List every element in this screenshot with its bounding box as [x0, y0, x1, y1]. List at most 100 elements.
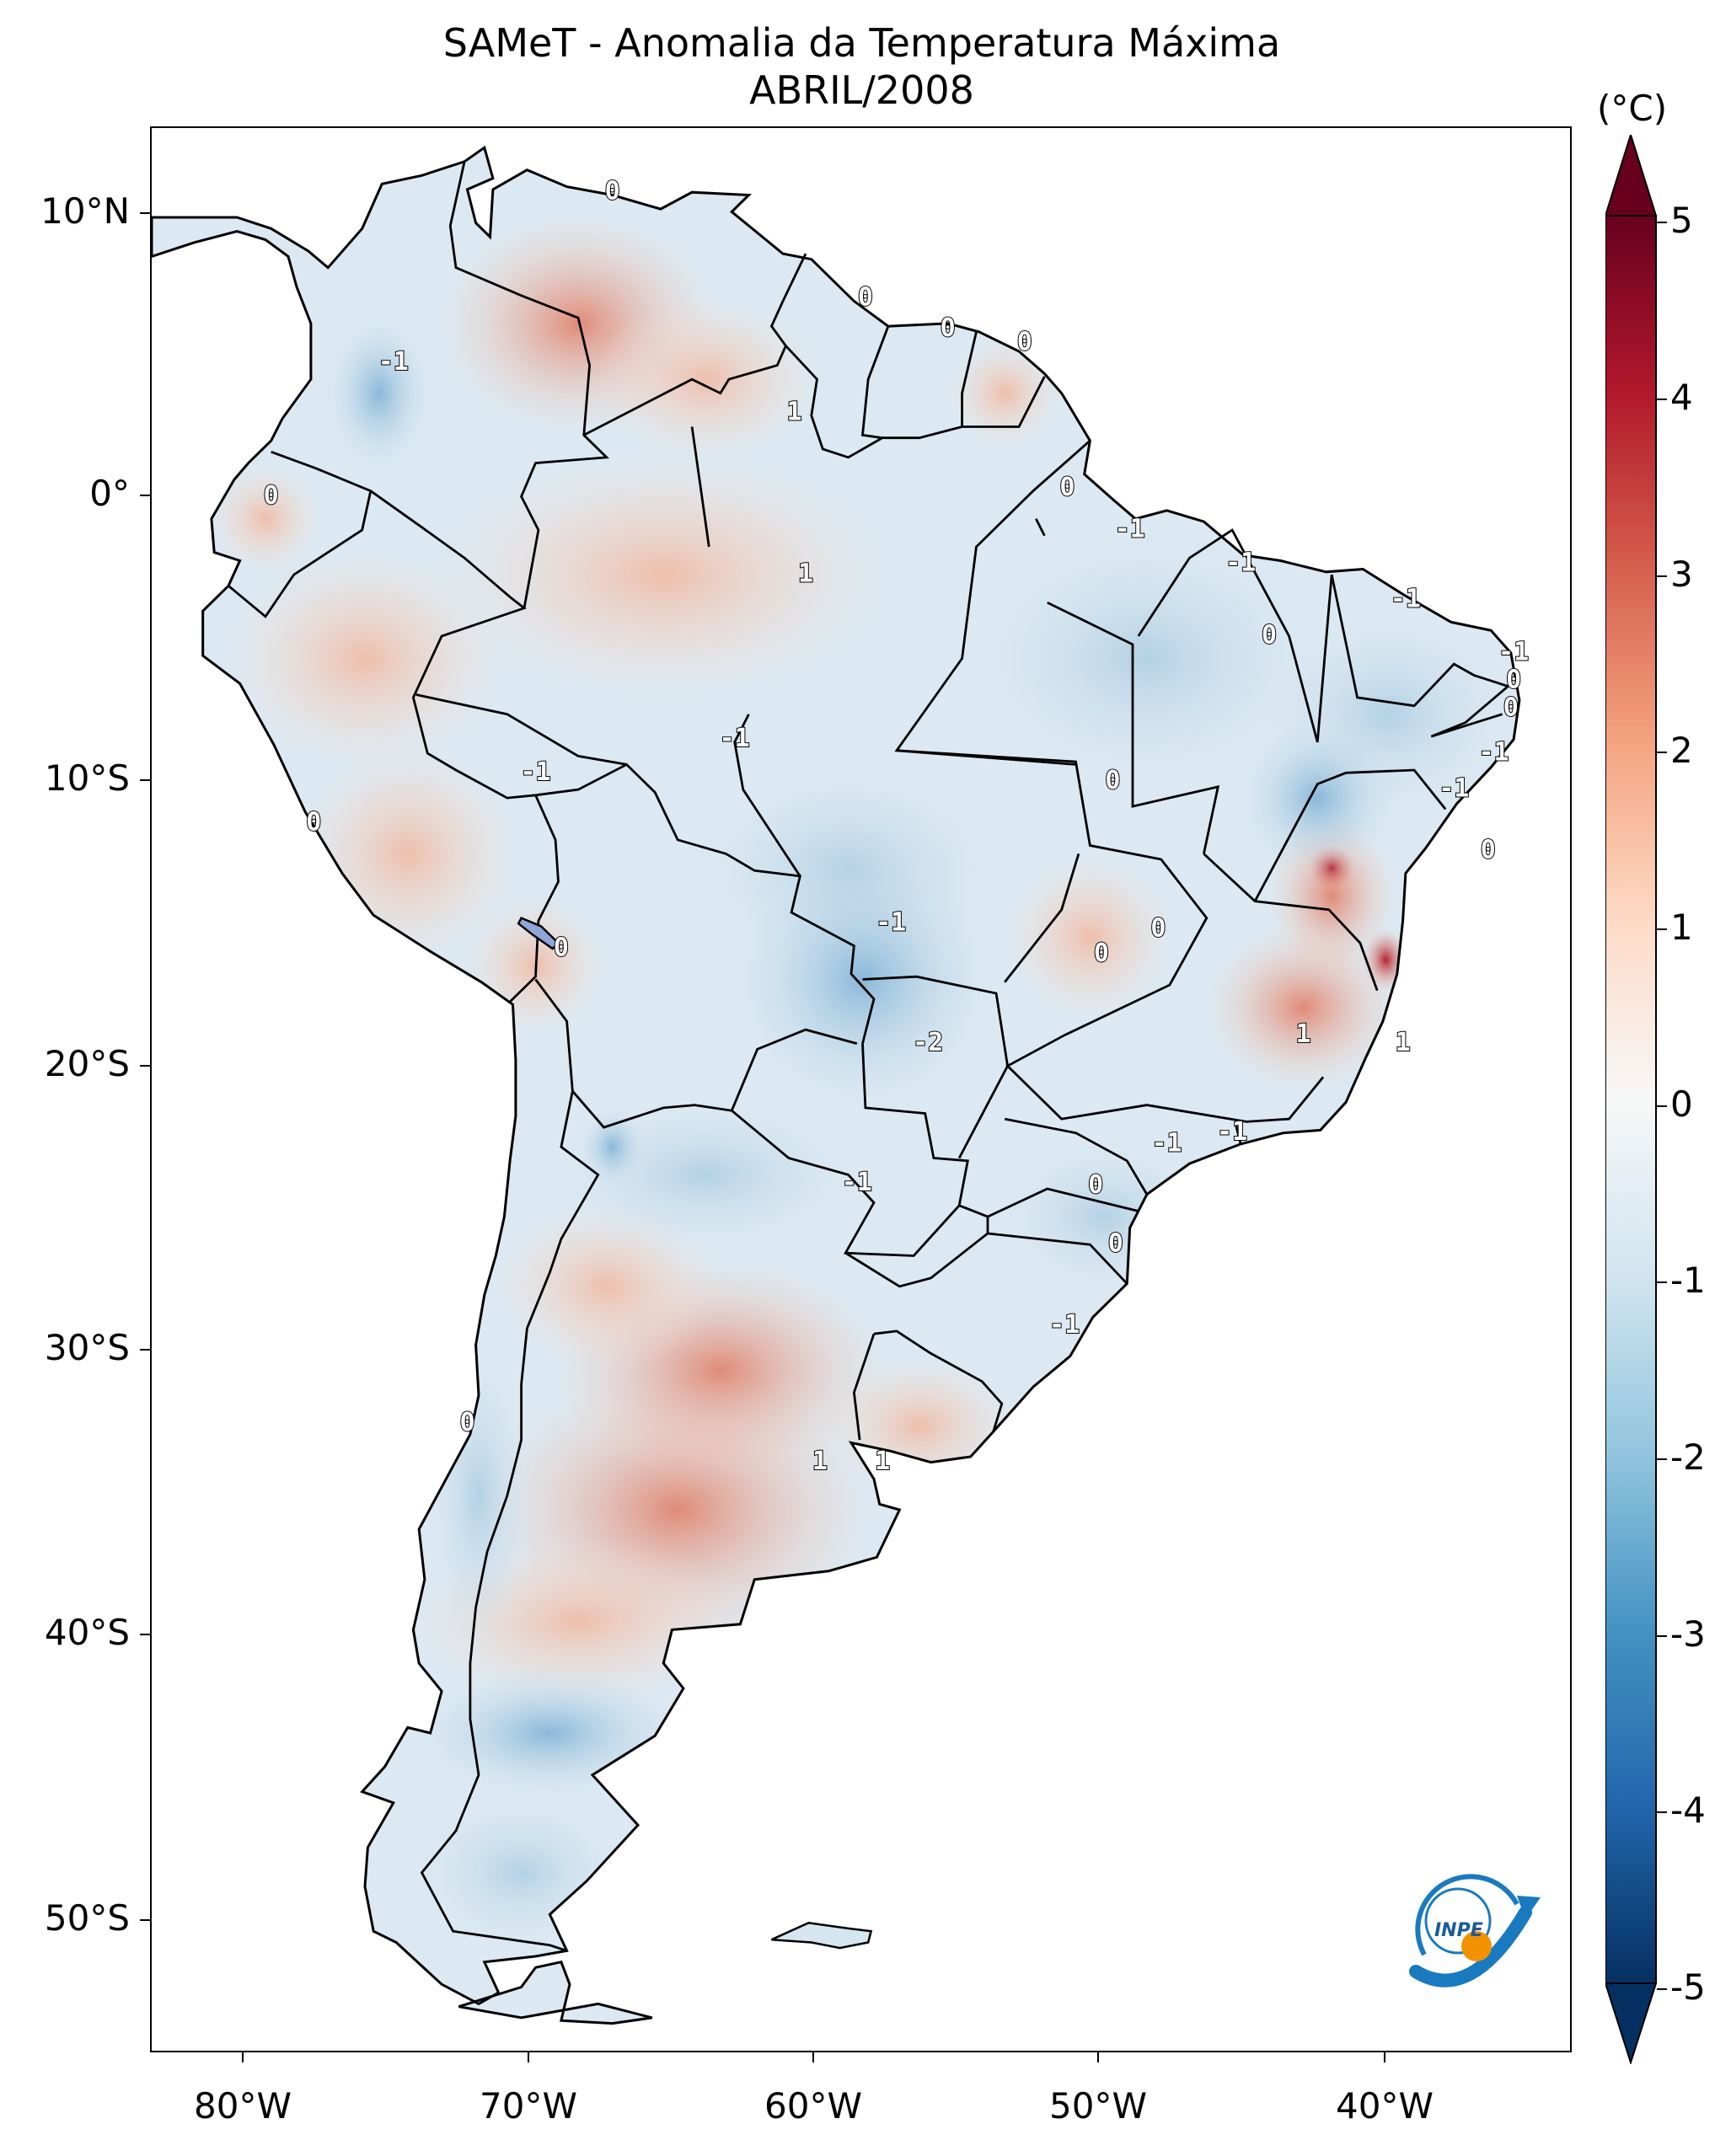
falkland-islands	[770, 1922, 873, 1950]
lat-label-20s: 20°S	[44, 1043, 130, 1084]
border-line	[1253, 768, 1447, 902]
border-line	[1004, 853, 1080, 983]
map-subtitle: ABRIL/2008	[749, 67, 974, 113]
contour-label: 1	[875, 1447, 890, 1476]
anomaly-patch	[535, 1091, 877, 1259]
anomaly-patch	[592, 295, 820, 463]
lat-tick	[140, 1349, 150, 1351]
lat-label-0: 0°	[89, 473, 130, 514]
anomaly-patch	[1005, 853, 1176, 1022]
lat-label-10s: 10°S	[44, 757, 130, 799]
lat-label-50s: 50°S	[44, 1897, 130, 1939]
contour-label: -1	[1391, 584, 1421, 613]
colorbar-unit: (°C)	[1597, 88, 1668, 129]
cbar-tick	[1657, 1281, 1667, 1283]
border-line	[1047, 601, 1220, 854]
contour-label: 0	[1105, 766, 1120, 795]
cbar-label: 0	[1670, 1083, 1693, 1125]
lon-label-50w: 50°W	[1049, 2085, 1147, 2127]
cbar-label: 2	[1670, 730, 1693, 771]
contour-label: 1	[1295, 1019, 1310, 1049]
contour-label: 1	[1396, 1028, 1411, 1057]
map-title: SAMeT - Anomalia da Temperatura Máxima	[442, 20, 1281, 66]
cbar-label: 4	[1670, 377, 1693, 418]
contour-label: 0	[554, 934, 569, 963]
lat-tick	[140, 1065, 150, 1067]
lon-tick	[1097, 2052, 1099, 2062]
border-line	[534, 978, 858, 1129]
border-line	[1203, 853, 1379, 992]
colorbar-extend-min	[1605, 1982, 1658, 2064]
border-line	[415, 693, 627, 766]
border-line	[228, 450, 372, 618]
contour-label: -1	[1115, 515, 1145, 544]
lat-tick	[140, 212, 150, 214]
contour-label: 0	[264, 481, 279, 511]
contour-label: -1	[520, 757, 550, 787]
lon-tick	[1384, 2052, 1385, 2062]
anomaly-patch	[578, 1105, 647, 1189]
lat-label-10n: 10°N	[40, 190, 130, 232]
lon-tick	[812, 2052, 814, 2062]
contour-label: -1	[1217, 1117, 1247, 1147]
contour-label: -1	[876, 908, 906, 938]
border-line	[844, 1204, 989, 1288]
lat-tick	[140, 779, 150, 781]
colorbar-body	[1605, 215, 1657, 1984]
cbar-tick	[1657, 222, 1667, 223]
border-line	[1137, 528, 1333, 743]
border-line	[509, 794, 560, 1003]
lon-label-70w: 70°W	[480, 2085, 577, 2127]
border-line	[733, 714, 801, 877]
contour-label: 0	[1059, 473, 1075, 502]
border-line	[1234, 1121, 1242, 1145]
border-line	[1004, 1117, 1149, 1196]
cbar-tick	[1657, 399, 1667, 400]
border-line	[987, 1187, 1139, 1218]
lat-label-40s: 40°S	[44, 1612, 130, 1653]
contour-label: 0	[1262, 621, 1277, 650]
cbar-label: -5	[1670, 1966, 1706, 2008]
lake-titicaca	[517, 917, 560, 950]
lat-tick	[140, 1634, 150, 1635]
contour-label: -1	[1498, 637, 1529, 666]
cbar-tick	[1657, 1105, 1667, 1107]
cbar-tick	[1657, 1811, 1667, 1813]
cbar-tick	[1657, 752, 1667, 753]
cbar-tick	[1657, 1635, 1667, 1637]
cbar-label: 1	[1670, 907, 1693, 948]
contour-label: 0	[459, 1408, 474, 1437]
contour-label: 0	[1503, 693, 1519, 723]
svg-text:INPE: INPE	[1434, 1920, 1483, 1941]
border-line	[1330, 574, 1511, 738]
anomaly-patch	[1203, 923, 1403, 1091]
contour-label: -1	[720, 724, 750, 753]
lon-label-80w: 80°W	[194, 2085, 292, 2127]
border-line	[860, 325, 890, 440]
border-line	[873, 1329, 1004, 1432]
border-line	[369, 490, 536, 800]
cbar-tick	[1657, 928, 1667, 930]
border-line	[785, 345, 1046, 459]
contour-label: -1	[842, 1168, 872, 1197]
contour-label: 1	[786, 397, 801, 426]
anomaly-patch	[208, 463, 323, 575]
contour-label: -1	[1225, 548, 1256, 577]
anomaly-patch	[407, 1789, 635, 1957]
border-line	[690, 426, 710, 548]
border-line	[731, 1043, 969, 1257]
contour-label: -1	[1151, 1128, 1182, 1158]
cbar-label: -1	[1670, 1260, 1706, 1301]
contour-label: 0	[1108, 1229, 1123, 1259]
cbar-tick	[1657, 1988, 1667, 1990]
contour-label: 0	[306, 807, 321, 837]
inpe-logo: INPE	[1409, 1874, 1541, 1987]
anomaly-patch	[947, 518, 1347, 799]
border-line	[896, 749, 1325, 1123]
coastline	[152, 145, 1521, 2025]
anomaly-patch	[436, 449, 892, 701]
contour-label: 0	[1088, 1170, 1103, 1200]
contour-label: 0	[1094, 939, 1109, 968]
lon-tick	[242, 2052, 244, 2062]
cbar-tick	[1657, 575, 1667, 577]
